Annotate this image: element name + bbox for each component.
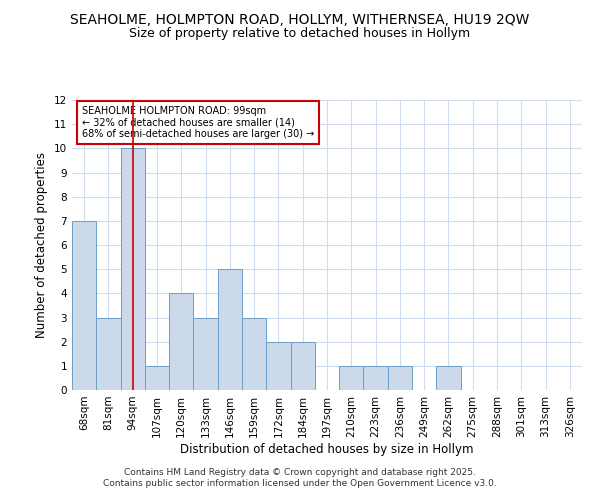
Bar <box>169 294 193 390</box>
Bar <box>218 269 242 390</box>
Text: SEAHOLME, HOLMPTON ROAD, HOLLYM, WITHERNSEA, HU19 2QW: SEAHOLME, HOLMPTON ROAD, HOLLYM, WITHERN… <box>70 12 530 26</box>
Y-axis label: Number of detached properties: Number of detached properties <box>35 152 49 338</box>
Bar <box>145 366 169 390</box>
Bar <box>72 221 96 390</box>
Text: SEAHOLME HOLMPTON ROAD: 99sqm
← 32% of detached houses are smaller (14)
68% of s: SEAHOLME HOLMPTON ROAD: 99sqm ← 32% of d… <box>82 106 314 139</box>
Bar <box>388 366 412 390</box>
Text: Contains HM Land Registry data © Crown copyright and database right 2025.
Contai: Contains HM Land Registry data © Crown c… <box>103 468 497 487</box>
Bar <box>364 366 388 390</box>
Bar <box>96 318 121 390</box>
Bar <box>121 148 145 390</box>
Bar <box>193 318 218 390</box>
Bar <box>290 342 315 390</box>
Bar <box>242 318 266 390</box>
Text: Size of property relative to detached houses in Hollym: Size of property relative to detached ho… <box>130 28 470 40</box>
X-axis label: Distribution of detached houses by size in Hollym: Distribution of detached houses by size … <box>180 442 474 456</box>
Bar <box>266 342 290 390</box>
Bar <box>436 366 461 390</box>
Bar <box>339 366 364 390</box>
